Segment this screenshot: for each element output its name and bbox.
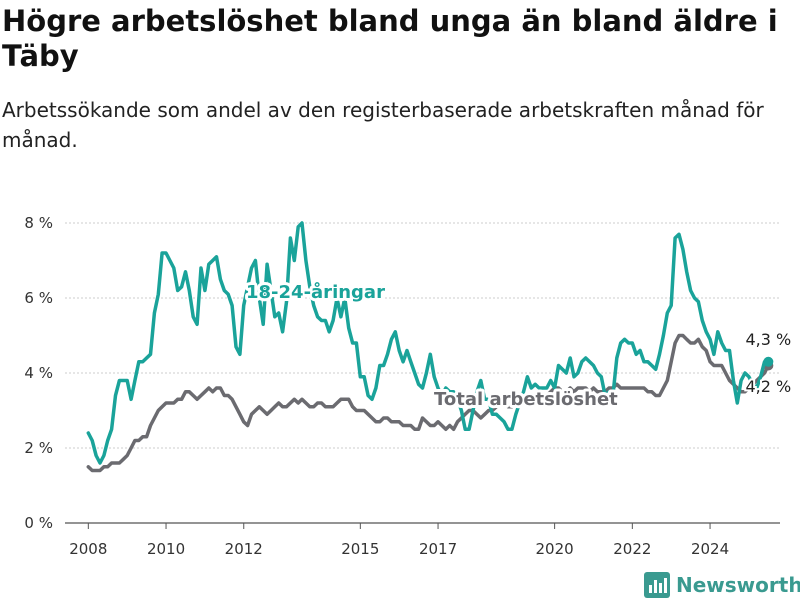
y-tick-label: 2 % <box>24 439 53 457</box>
x-tick-label: 2015 <box>341 540 379 558</box>
series-lines <box>86 221 774 473</box>
x-tick-label: 2008 <box>69 540 107 558</box>
y-axis-ticks: 0 % 2 % 4 % 6 % 8 % <box>24 214 53 532</box>
x-tick-label: 2010 <box>147 540 185 558</box>
series-line-0 <box>86 221 771 465</box>
brand-logo: Newsworthy <box>644 570 800 600</box>
y-tick-label: 8 % <box>24 214 53 232</box>
page-subtitle: Arbetssökande som andel av den registerb… <box>2 98 764 152</box>
x-tick-label: 2017 <box>419 540 457 558</box>
x-tick-label: 2022 <box>613 540 651 558</box>
series-name-label-0: 18-24-åringar <box>246 281 385 303</box>
x-tick-label: 2012 <box>225 540 263 558</box>
bar-chart-logo-icon <box>644 572 670 598</box>
series-end-label-0: 4,3 % <box>745 330 791 349</box>
series-name-label-1: Total arbetslöshet <box>434 389 618 410</box>
series-line-1 <box>86 333 771 473</box>
y-tick-label: 0 % <box>24 514 53 532</box>
y-tick-label: 6 % <box>24 289 53 307</box>
x-tick-label: 2020 <box>536 540 574 558</box>
x-axis-ticks: 2008 2010 2012 2015 2017 2020 2022 2024 <box>69 523 729 558</box>
brand-name: Newsworthy <box>676 573 800 597</box>
series-end-point-0 <box>763 356 774 367</box>
grid-lines <box>65 222 780 524</box>
y-tick-label: 4 % <box>24 364 53 382</box>
series-end-label-1: 4,2 % <box>745 377 791 396</box>
series-labels: 18-24-åringar Total arbetslöshet 4,3 % 4,2 … <box>243 278 793 413</box>
page-title: Högre arbetslöshet bland unga än bland ä… <box>2 4 778 73</box>
x-tick-label: 2024 <box>691 540 729 558</box>
